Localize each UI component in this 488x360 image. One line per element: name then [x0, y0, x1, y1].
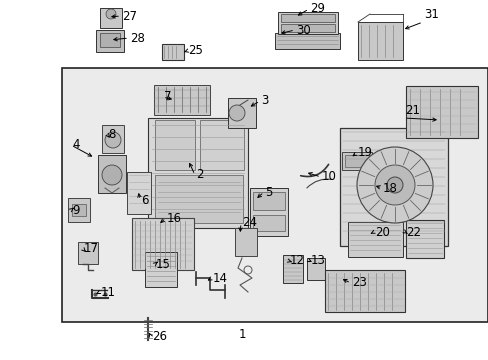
- Bar: [200, 120, 244, 170]
- Text: 16: 16: [167, 211, 182, 225]
- Text: 8: 8: [108, 127, 115, 140]
- Text: 24: 24: [242, 216, 257, 230]
- Bar: [405, 86, 477, 138]
- Bar: [347, 222, 402, 257]
- Bar: [96, 30, 124, 52]
- Bar: [162, 44, 183, 60]
- Bar: [100, 33, 120, 47]
- Text: 15: 15: [156, 257, 170, 270]
- Text: 13: 13: [310, 255, 325, 267]
- Text: 20: 20: [374, 225, 389, 238]
- Text: 7: 7: [163, 90, 171, 104]
- Text: 10: 10: [321, 171, 336, 184]
- Text: 21: 21: [404, 104, 419, 117]
- Bar: [325, 270, 404, 312]
- Bar: [132, 218, 194, 270]
- Circle shape: [102, 165, 122, 185]
- Circle shape: [106, 9, 116, 19]
- Bar: [278, 12, 337, 34]
- Text: 28: 28: [130, 31, 144, 45]
- Bar: [281, 14, 334, 22]
- Text: 17: 17: [84, 243, 99, 256]
- Bar: [145, 252, 177, 287]
- Bar: [62, 68, 487, 322]
- Bar: [405, 220, 443, 258]
- Circle shape: [374, 165, 414, 205]
- Bar: [252, 192, 285, 210]
- Text: 11: 11: [101, 285, 116, 298]
- Bar: [155, 175, 243, 223]
- Text: 18: 18: [382, 181, 397, 194]
- Bar: [357, 22, 402, 60]
- Text: 2: 2: [196, 168, 203, 181]
- Bar: [68, 198, 90, 222]
- Text: 6: 6: [141, 194, 148, 207]
- Bar: [252, 215, 285, 231]
- Text: 9: 9: [72, 203, 80, 216]
- Text: 3: 3: [261, 94, 268, 108]
- Bar: [339, 128, 447, 246]
- Text: 29: 29: [309, 3, 325, 15]
- Text: 5: 5: [264, 185, 272, 198]
- Bar: [227, 98, 256, 128]
- Text: 14: 14: [213, 271, 227, 284]
- Bar: [235, 228, 257, 256]
- Circle shape: [386, 177, 402, 193]
- Text: 25: 25: [187, 45, 203, 58]
- Bar: [154, 85, 209, 115]
- Bar: [306, 258, 325, 280]
- Bar: [281, 24, 334, 32]
- Bar: [345, 155, 368, 167]
- Bar: [127, 172, 151, 214]
- Text: 19: 19: [357, 147, 372, 159]
- Bar: [100, 8, 122, 28]
- Text: 27: 27: [122, 9, 137, 22]
- Bar: [283, 255, 303, 283]
- Text: 12: 12: [289, 255, 305, 267]
- Text: 22: 22: [405, 225, 420, 238]
- Bar: [102, 125, 124, 153]
- Text: 1: 1: [238, 328, 245, 342]
- Text: 26: 26: [152, 330, 167, 343]
- Bar: [98, 155, 126, 193]
- Bar: [155, 120, 195, 170]
- Circle shape: [228, 105, 244, 121]
- Bar: [78, 242, 98, 264]
- Text: 30: 30: [295, 23, 310, 36]
- Circle shape: [105, 132, 121, 148]
- Text: 31: 31: [423, 9, 438, 22]
- Text: 4: 4: [72, 139, 80, 152]
- Bar: [274, 33, 339, 49]
- Text: 23: 23: [351, 276, 366, 289]
- Bar: [148, 118, 247, 228]
- Bar: [72, 204, 86, 216]
- Bar: [341, 152, 371, 170]
- Bar: [249, 188, 287, 236]
- Circle shape: [356, 147, 432, 223]
